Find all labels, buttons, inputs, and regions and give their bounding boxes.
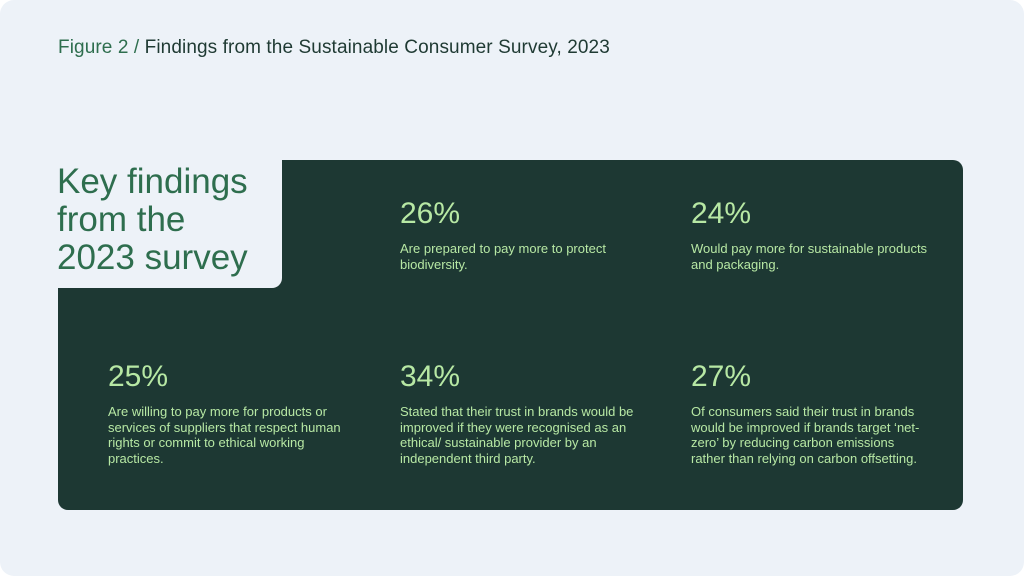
figure-caption: Findings from the Sustainable Consumer S… [144, 37, 610, 58]
stat-value: 25% [108, 360, 169, 393]
heading-line: 2023 survey [57, 238, 248, 277]
stat-third-party-trust: 34% Stated that their trust in brands wo… [400, 361, 650, 466]
stat-biodiversity: 26% Are prepared to pay more to protect … [400, 198, 650, 272]
stat-net-zero-trust: 27% Of consumers said their trust in bra… [691, 361, 926, 466]
stat-description: Stated that their trust in brands would … [400, 404, 634, 466]
stat-value: 26% [400, 197, 461, 230]
key-findings-heading: Key findings from the 2023 survey [57, 163, 287, 277]
stat-sustainable-products: 24% Would pay more for sustainable produ… [691, 198, 941, 272]
heading-cutout [40, 150, 282, 288]
stat-value: 27% [691, 360, 752, 393]
stat-value: 24% [691, 197, 752, 230]
figure-title: Figure 2 / Findings from the Sustainable… [58, 37, 610, 59]
stat-description: Would pay more for sustainable products … [691, 241, 928, 272]
figure-number: Figure 2 / [58, 37, 140, 58]
heading-line: Key findings [57, 162, 248, 201]
stat-description: Are prepared to pay more to protect biod… [400, 241, 606, 272]
stat-description: Are willing to pay more for products or … [108, 404, 341, 466]
heading-line: from the [57, 200, 186, 239]
stat-human-rights: 25% Are willing to pay more for products… [108, 361, 358, 466]
stat-value: 34% [400, 360, 461, 393]
stat-description: Of consumers said their trust in brands … [691, 404, 920, 466]
